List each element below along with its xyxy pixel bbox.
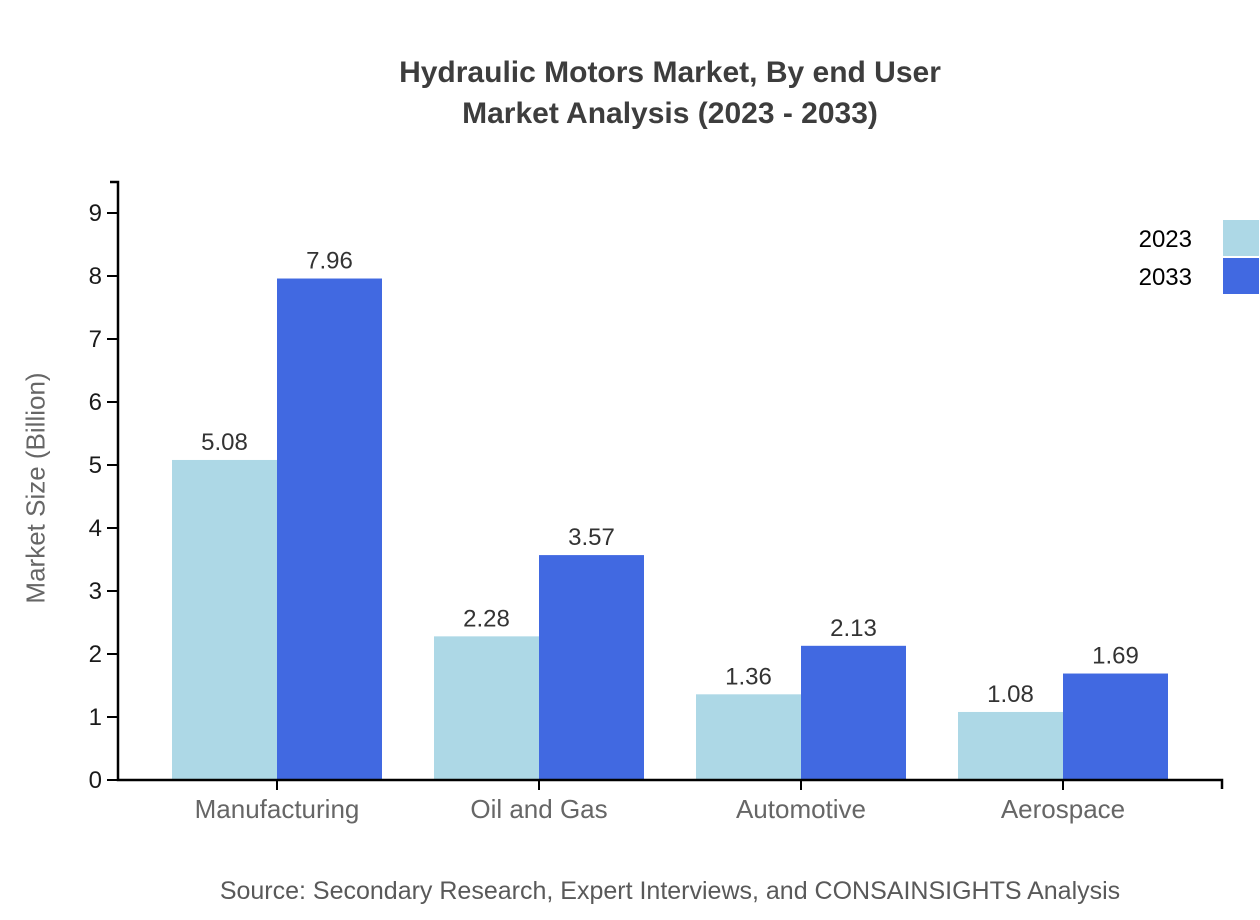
y-axis-tick-label: 9 (89, 200, 102, 227)
y-axis-tick-label: 8 (89, 263, 102, 290)
x-category-label-manufacturing: Manufacturing (195, 794, 360, 824)
legend-label-2033: 2033 (1139, 264, 1192, 291)
bar-2033-aerospace (1063, 673, 1168, 780)
legend-swatch-2023 (1223, 220, 1259, 256)
bar-2023-manufacturing (172, 459, 277, 780)
legend-label-2023: 2023 (1139, 226, 1192, 253)
y-axis-tick-label: 3 (89, 578, 102, 605)
axis-domain (110, 180, 1224, 789)
x-category-label-oil-and-gas: Oil and Gas (470, 794, 607, 824)
chart-title-line2: Market Analysis (2023 - 2033) (462, 97, 878, 130)
y-axis-tick-label: 7 (89, 326, 102, 353)
value-label-2023-manufacturing: 5.08 (201, 429, 248, 456)
y-axis-tick-label: 1 (89, 704, 102, 731)
y-axis-tick-label: 4 (89, 515, 102, 542)
x-category-label-automotive: Automotive (736, 794, 866, 824)
value-label-2023-automotive: 1.36 (725, 663, 772, 690)
chart-title: Hydraulic Motors Market, By end User Mar… (80, 52, 1260, 134)
value-label-2033-aerospace: 1.69 (1092, 643, 1139, 670)
y-axis-tick-label: 6 (89, 389, 102, 416)
y-axis-tick-label: 5 (89, 452, 102, 479)
value-label-2023-oil-and-gas: 2.28 (463, 605, 510, 632)
value-label-2033-manufacturing: 7.96 (306, 248, 353, 275)
legend-swatch-2033 (1223, 258, 1259, 294)
bar-2033-manufacturing (277, 278, 382, 780)
bar-2023-oil-and-gas (434, 636, 539, 780)
y-axis-tick-label: 0 (89, 767, 102, 794)
value-label-2033-automotive: 2.13 (830, 615, 877, 642)
bar-2033-oil-and-gas (539, 555, 644, 780)
source-note: Source: Secondary Research, Expert Inter… (219, 877, 1121, 905)
x-category-label-aerospace: Aerospace (1001, 794, 1125, 824)
bar-2033-automotive (801, 645, 906, 780)
bar-2023-aerospace (958, 711, 1063, 780)
chart-title-line1: Hydraulic Motors Market, By end User (399, 56, 941, 89)
value-label-2023-aerospace: 1.08 (987, 681, 1034, 708)
value-label-2033-oil-and-gas: 3.57 (568, 524, 615, 551)
y-axis-tick-label: 2 (89, 641, 102, 668)
bar-2023-automotive (696, 694, 801, 780)
